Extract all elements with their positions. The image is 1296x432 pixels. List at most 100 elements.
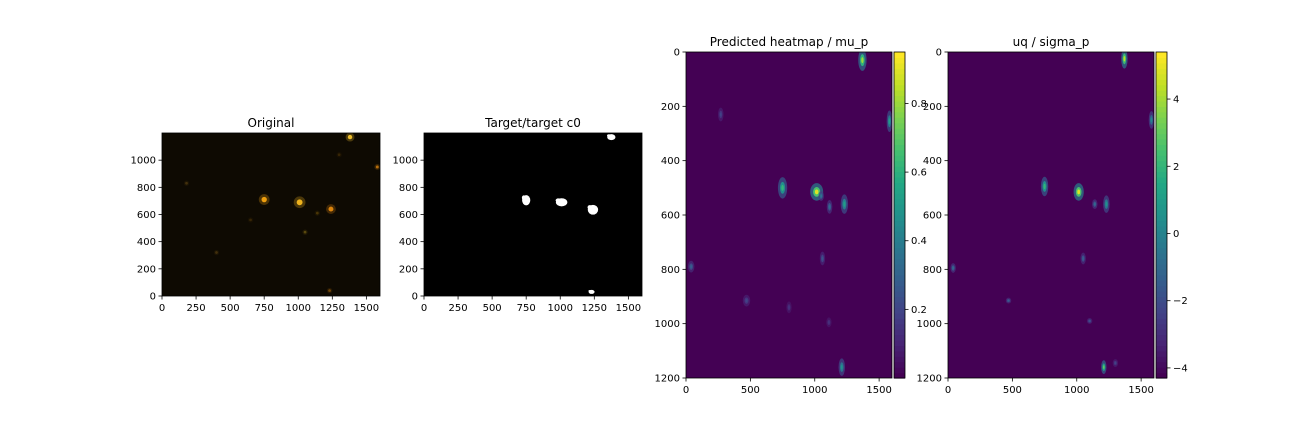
y-tick-label: 1000 — [917, 319, 942, 330]
x-tick-label: 500 — [741, 385, 760, 396]
colorbar-segment — [1156, 84, 1167, 91]
colorbar-segment — [894, 367, 905, 374]
colorbar-segment — [894, 182, 905, 189]
colorbar-segment — [894, 215, 905, 222]
colorbar-segment — [894, 117, 905, 124]
colorbar-segment — [894, 160, 905, 167]
y-tick-label: 800 — [399, 183, 418, 194]
y-tick-label: 200 — [399, 264, 418, 275]
y-tick-label: 400 — [399, 237, 418, 248]
colorbar-segment — [894, 263, 905, 270]
y-tick-label: 0 — [936, 48, 942, 59]
colorbar-segment — [1156, 128, 1167, 135]
image-background — [948, 52, 1154, 378]
colorbar-segment — [1156, 269, 1167, 276]
bright-spot-core — [375, 165, 379, 169]
bright-spot — [326, 287, 333, 294]
colorbar-segment — [1156, 117, 1167, 124]
x-tick-label: 250 — [187, 303, 206, 314]
panel-3: Predicted heatmap / mu_p 0 500 1000 1500 0 200… — [655, 35, 927, 396]
image-content — [183, 133, 380, 294]
colorbar-segment — [894, 242, 905, 249]
panel-2: Target/target c0 0 250 500 750 1000 1250 1500 0 2… — [393, 116, 643, 314]
colorbar-segment — [894, 122, 905, 129]
colorbar-segment — [894, 247, 905, 254]
colorbar-segment — [1156, 350, 1167, 357]
colorbar-segment — [1156, 242, 1167, 249]
colorbar-segment — [1156, 95, 1167, 102]
colorbar-segment — [1156, 155, 1167, 162]
x-tick-label: 1000 — [286, 303, 311, 314]
y-tick-label: 600 — [399, 210, 418, 221]
colorbar-tick-label: 0.6 — [911, 168, 927, 179]
y-tick-label: 200 — [137, 264, 156, 275]
colorbar-segment — [894, 236, 905, 243]
target-mask-lobe — [607, 134, 611, 137]
colorbar-segment — [1156, 209, 1167, 216]
heat-peak — [843, 201, 846, 207]
target-mask-lobe — [588, 290, 592, 292]
colorbar-segment — [894, 350, 905, 357]
colorbar-segment — [894, 258, 905, 265]
heat-peak — [821, 256, 824, 261]
y-tick-label: 200 — [923, 102, 942, 113]
colorbar-segment — [894, 323, 905, 330]
bright-spot-core — [249, 218, 252, 222]
colorbar-segment — [1156, 144, 1167, 151]
colorbar-segment — [894, 345, 905, 352]
colorbar-segment — [1156, 198, 1167, 205]
heat-peak — [719, 112, 722, 117]
colorbar-segment — [1156, 133, 1167, 140]
x-tick-label: 1250 — [582, 303, 607, 314]
colorbar-segment — [894, 57, 905, 64]
x-tick-label: 1500 — [616, 303, 641, 314]
colorbar-segment — [1156, 291, 1167, 298]
heat-peak — [1105, 201, 1108, 207]
target-mask-lobe — [555, 198, 561, 203]
x-tick-label: 0 — [159, 303, 165, 314]
heat-peak — [1088, 320, 1091, 322]
bright-spot-core — [261, 196, 267, 203]
colorbar-segment — [1156, 329, 1167, 336]
colorbar-segment — [894, 280, 905, 287]
heat-peak — [781, 184, 784, 191]
colorbar-segment — [1156, 236, 1167, 243]
colorbar-segment — [1156, 160, 1167, 167]
x-tick-label: 250 — [449, 303, 468, 314]
y-tick-label: 800 — [137, 183, 156, 194]
colorbar-segment — [894, 253, 905, 260]
colorbar-tick-label: 4 — [1173, 95, 1179, 106]
colorbar-tick-label: 0.2 — [911, 305, 927, 316]
heat-peak — [1077, 189, 1081, 195]
heat-peak — [861, 57, 864, 64]
colorbar-segment — [1156, 68, 1167, 75]
colorbar-segment — [1156, 193, 1167, 200]
colorbar-segment — [894, 220, 905, 227]
colorbar-segment — [894, 111, 905, 118]
colorbar-segment — [894, 166, 905, 173]
y-tick-label: 600 — [923, 211, 942, 222]
colorbar-tick-label: 0.8 — [911, 99, 927, 110]
y-tick-label: 400 — [661, 156, 680, 167]
colorbar-segment — [1156, 372, 1167, 379]
heat-peak — [1150, 117, 1153, 123]
y-tick-label: 400 — [137, 237, 156, 248]
colorbar-segment — [894, 356, 905, 363]
x-tick-label: 0 — [945, 385, 951, 396]
colorbar-segment — [894, 176, 905, 183]
colorbar-segment — [1156, 345, 1167, 352]
colorbar-segment — [894, 372, 905, 379]
y-tick-label: 0 — [150, 292, 156, 303]
x-tick-label: 750 — [255, 303, 274, 314]
colorbar-tick-label: 2 — [1173, 162, 1179, 173]
y-tick-label: 1200 — [655, 374, 680, 385]
x-tick-label: 500 — [483, 303, 502, 314]
colorbar-segment — [1156, 253, 1167, 260]
panel-1: Original 0 250 500 750 1000 1250 1500 0 200 400 600… — [131, 116, 381, 314]
heat-peak — [828, 204, 831, 209]
heat-peak — [1007, 299, 1010, 302]
bright-spot-core — [185, 181, 188, 185]
colorbar-segment — [1156, 361, 1167, 368]
bright-spot-core — [303, 230, 307, 234]
panel-title: Target/target c0 — [484, 116, 581, 130]
